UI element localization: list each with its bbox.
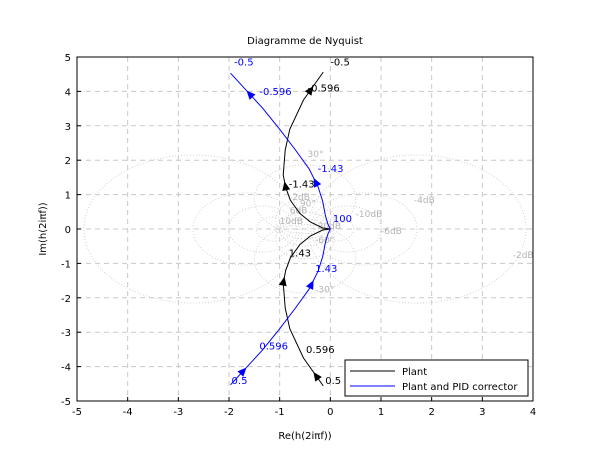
n-circle	[275, 218, 335, 260]
m-circle	[312, 205, 382, 253]
hall-grid-label: -60°	[315, 236, 334, 246]
frequency-label: 1.43	[289, 249, 311, 260]
x-tick-label: 1	[378, 407, 384, 418]
y-tick-label: -4	[61, 363, 71, 374]
frequency-label: -0.596	[308, 83, 340, 94]
x-tick-label: -1	[275, 407, 285, 418]
m-circle	[192, 192, 300, 266]
hall-grid-label: 2dB	[292, 193, 310, 203]
frequency-label: -1.43	[289, 180, 315, 191]
y-tick-label: -2	[61, 294, 71, 305]
legend: Plant Plant and PID corrector	[344, 359, 529, 397]
m-circle	[317, 216, 355, 242]
series-line-plant	[282, 228, 331, 387]
series-line-pid	[230, 228, 331, 386]
frequency-label: -0.5	[330, 58, 350, 69]
x-tick-label: 0	[327, 407, 333, 418]
hall-grid-label: 30°	[308, 150, 324, 160]
legend-label-plant: Plant	[402, 367, 427, 378]
hall-grid-label: -10dB	[356, 210, 383, 220]
hall-grid-label: -30°	[315, 286, 334, 296]
y-tick-label: 5	[65, 53, 71, 64]
frequency-label: -1.43	[318, 164, 344, 175]
direction-arrow	[282, 181, 291, 191]
direction-arrow	[237, 367, 247, 377]
legend-label-pid: Plant and PID corrector	[402, 382, 518, 393]
n-circle	[275, 198, 335, 240]
direction-arrow	[306, 280, 314, 290]
direction-arrow	[304, 86, 314, 96]
frequency-label: 100	[333, 214, 352, 225]
hall-grid-label: 10dB	[280, 217, 303, 227]
m-circle	[228, 205, 298, 253]
frequency-label: -0.5	[234, 58, 254, 69]
x-tick-label: 4	[530, 407, 536, 418]
x-tick-label: -5	[72, 407, 82, 418]
frequency-label: 0.5	[232, 376, 248, 387]
frequency-label: -0.596	[259, 87, 291, 98]
x-tick-label: 2	[428, 407, 434, 418]
hall-grid-label: -6dB	[381, 227, 402, 237]
n-circle	[253, 223, 357, 294]
hall-grid-label: -4dB	[414, 196, 435, 206]
y-tick-label: -5	[61, 397, 71, 408]
frequency-label: 0.5	[325, 376, 341, 387]
m-circle	[310, 192, 418, 266]
y-tick-label: 0	[65, 225, 71, 236]
chart-title: Diagramme de Nyquist	[247, 36, 363, 47]
m-circle	[83, 154, 303, 304]
x-tick-label: -3	[173, 407, 183, 418]
y-tick-label: -3	[61, 328, 71, 339]
m-circle	[273, 225, 285, 233]
x-tick-label: 3	[479, 407, 485, 418]
x-tick-label: -2	[224, 407, 234, 418]
y-tick-label: 2	[65, 156, 71, 167]
y-tick-label: -1	[61, 259, 71, 270]
frequency-label: 0.596	[306, 345, 335, 356]
x-axis-label: Re(h(2iπf))	[278, 431, 331, 442]
direction-arrow	[313, 177, 322, 188]
frequency-label: 1.43	[315, 264, 337, 275]
direction-arrow	[246, 90, 256, 100]
frequency-label: 0.596	[259, 341, 288, 352]
y-tick-label: 1	[65, 191, 71, 202]
m-circle	[307, 154, 527, 304]
n-circle	[253, 164, 357, 235]
y-tick-label: 3	[65, 122, 71, 133]
y-tick-label: 4	[65, 87, 71, 98]
direction-arrow	[278, 276, 287, 287]
hall-grid-label: 90°	[300, 200, 316, 210]
y-axis-label: Im(h(2iπf))	[38, 202, 49, 255]
hall-grid-label: -2dB	[513, 251, 534, 261]
x-tick-label: -4	[123, 407, 133, 418]
direction-arrow	[313, 371, 322, 382]
